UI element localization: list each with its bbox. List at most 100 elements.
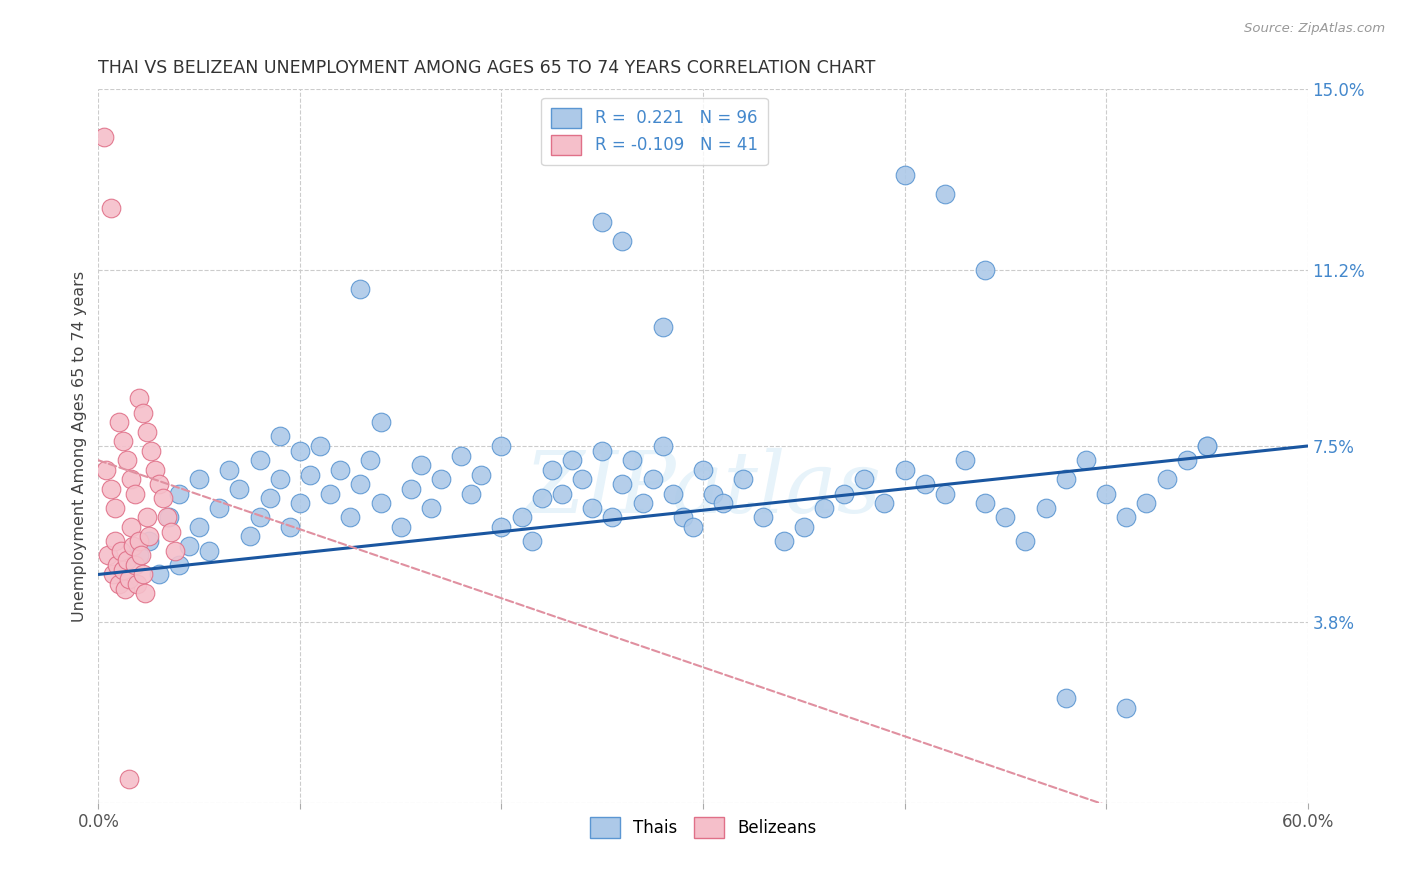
Point bbox=[974, 496, 997, 510]
Point bbox=[349, 477, 371, 491]
Point bbox=[591, 215, 613, 229]
Point bbox=[470, 467, 492, 482]
Point bbox=[269, 429, 291, 443]
Point bbox=[1175, 453, 1198, 467]
Point bbox=[349, 282, 371, 296]
Point bbox=[752, 510, 775, 524]
Point bbox=[152, 491, 174, 506]
Point bbox=[450, 449, 472, 463]
Text: Source: ZipAtlas.com: Source: ZipAtlas.com bbox=[1244, 22, 1385, 36]
Point bbox=[188, 520, 211, 534]
Point bbox=[914, 477, 936, 491]
Point bbox=[228, 482, 250, 496]
Point bbox=[93, 129, 115, 144]
Point bbox=[1156, 472, 1178, 486]
Point bbox=[167, 486, 190, 500]
Point bbox=[460, 486, 482, 500]
Point bbox=[1095, 486, 1118, 500]
Point bbox=[1195, 439, 1218, 453]
Point bbox=[571, 472, 593, 486]
Point bbox=[121, 539, 143, 553]
Point bbox=[1014, 534, 1036, 549]
Point bbox=[682, 520, 704, 534]
Point bbox=[118, 572, 141, 586]
Point bbox=[160, 524, 183, 539]
Point bbox=[1195, 439, 1218, 453]
Point bbox=[409, 458, 432, 472]
Point bbox=[309, 439, 332, 453]
Point bbox=[249, 510, 271, 524]
Text: ZIPatlas: ZIPatlas bbox=[524, 448, 882, 530]
Point bbox=[138, 529, 160, 543]
Point bbox=[120, 472, 142, 486]
Point bbox=[124, 558, 146, 572]
Point bbox=[370, 415, 392, 429]
Point bbox=[974, 263, 997, 277]
Point bbox=[672, 510, 695, 524]
Y-axis label: Unemployment Among Ages 65 to 74 years: Unemployment Among Ages 65 to 74 years bbox=[72, 270, 87, 622]
Point bbox=[163, 543, 186, 558]
Point bbox=[128, 534, 150, 549]
Point bbox=[1054, 691, 1077, 706]
Point bbox=[1074, 453, 1097, 467]
Point bbox=[115, 553, 138, 567]
Point bbox=[581, 500, 603, 515]
Point bbox=[813, 500, 835, 515]
Point bbox=[873, 496, 896, 510]
Point bbox=[551, 486, 574, 500]
Point bbox=[893, 463, 915, 477]
Point bbox=[103, 500, 125, 515]
Point bbox=[711, 496, 734, 510]
Point bbox=[135, 425, 157, 439]
Point bbox=[96, 463, 118, 477]
Point bbox=[370, 496, 392, 510]
Point bbox=[249, 453, 271, 467]
Point bbox=[641, 472, 664, 486]
Point bbox=[491, 439, 513, 453]
Point bbox=[208, 500, 231, 515]
Point bbox=[139, 443, 162, 458]
Point bbox=[491, 520, 513, 534]
Point bbox=[994, 510, 1017, 524]
Point bbox=[793, 520, 815, 534]
Point bbox=[179, 539, 201, 553]
Point bbox=[114, 582, 136, 596]
Point bbox=[120, 520, 142, 534]
Point bbox=[288, 443, 311, 458]
Point bbox=[218, 463, 240, 477]
Point bbox=[510, 510, 533, 524]
Point bbox=[138, 534, 160, 549]
Point bbox=[97, 549, 120, 563]
Point bbox=[661, 486, 683, 500]
Point bbox=[132, 567, 155, 582]
Point bbox=[239, 529, 262, 543]
Point bbox=[832, 486, 855, 500]
Point bbox=[399, 482, 422, 496]
Text: THAI VS BELIZEAN UNEMPLOYMENT AMONG AGES 65 TO 74 YEARS CORRELATION CHART: THAI VS BELIZEAN UNEMPLOYMENT AMONG AGES… bbox=[98, 59, 876, 77]
Point bbox=[107, 577, 129, 591]
Point bbox=[135, 510, 157, 524]
Point bbox=[148, 477, 170, 491]
Point bbox=[561, 453, 583, 467]
Point bbox=[299, 467, 322, 482]
Point bbox=[1115, 510, 1137, 524]
Point bbox=[339, 510, 361, 524]
Point bbox=[105, 558, 128, 572]
Point bbox=[530, 491, 553, 506]
Point bbox=[853, 472, 876, 486]
Point bbox=[129, 549, 152, 563]
Point bbox=[100, 201, 122, 215]
Point bbox=[101, 567, 124, 582]
Point bbox=[143, 463, 166, 477]
Point bbox=[631, 496, 654, 510]
Point bbox=[156, 510, 179, 524]
Point bbox=[602, 510, 624, 524]
Point bbox=[702, 486, 724, 500]
Point bbox=[148, 567, 170, 582]
Point bbox=[651, 439, 673, 453]
Point bbox=[420, 500, 443, 515]
Point bbox=[1035, 500, 1057, 515]
Point bbox=[612, 477, 634, 491]
Point bbox=[259, 491, 281, 506]
Point bbox=[167, 558, 190, 572]
